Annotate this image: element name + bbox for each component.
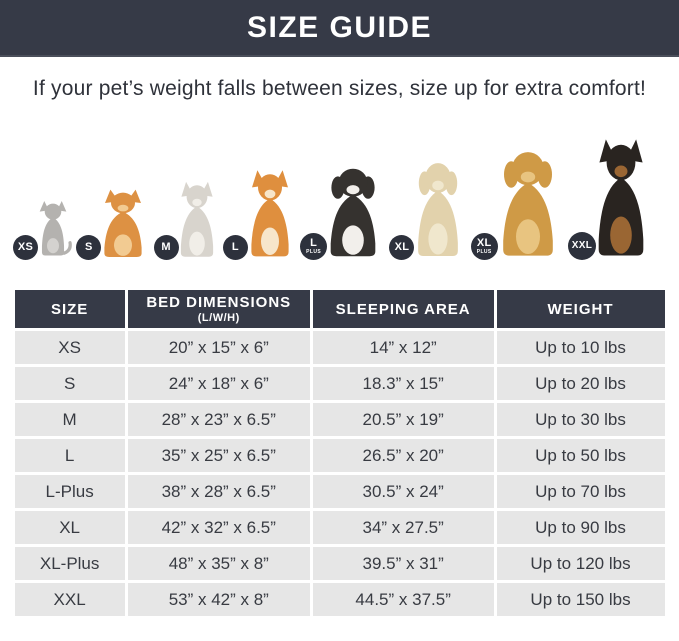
- size-cell: XL: [14, 511, 125, 544]
- sleeping-area-cell: 18.3” x 15”: [312, 367, 494, 400]
- size-badge-label: S: [84, 241, 93, 253]
- sleeping-area-cell: 26.5” x 20”: [312, 439, 494, 472]
- size-cell: L: [14, 439, 125, 472]
- col-header-sleeping-area: SLEEPING AREA: [312, 290, 494, 328]
- size-badge-label: XL: [476, 237, 492, 249]
- bed-dimensions-cell: 24” x 18” x 6”: [127, 367, 310, 400]
- pet-photo-doberman: [598, 139, 644, 256]
- size-cell: S: [14, 367, 125, 400]
- col-header-size-label: SIZE: [50, 300, 89, 318]
- size-cell: XS: [14, 331, 125, 364]
- size-table-head: SIZE BED DIMENSIONS (L/W/H) SLEEPING ARE…: [14, 290, 665, 328]
- pet-xs: XS: [13, 197, 76, 260]
- col-header-weight: WEIGHT: [496, 290, 665, 328]
- pet-l: L: [222, 167, 300, 260]
- bed-dimensions-cell: 38” x 28” x 6.5”: [127, 475, 310, 508]
- bed-dimensions-cell: 35” x 25” x 6.5”: [127, 439, 310, 472]
- pet-photo-labrador: [418, 163, 459, 257]
- table-row: L 35” x 25” x 6.5” 26.5” x 20” Up to 50 lbs: [14, 439, 665, 472]
- size-badge-xl-plus: XL PLUS: [470, 233, 498, 260]
- pet-photo-cat: [39, 200, 72, 256]
- size-badge-l-plus: L PLUS: [300, 233, 328, 260]
- table-row: L-Plus 38” x 28” x 6.5” 30.5” x 24” Up to 7…: [14, 475, 665, 508]
- pet-photo-pomeranian: [104, 189, 142, 257]
- weight-cell: Up to 150 lbs: [496, 583, 665, 616]
- table-header-row: SIZE BED DIMENSIONS (L/W/H) SLEEPING ARE…: [14, 290, 665, 328]
- title-band: SIZE GUIDE: [0, 0, 679, 57]
- sleeping-area-cell: 34” x 27.5”: [312, 511, 494, 544]
- sleeping-area-cell: 39.5” x 31”: [312, 547, 494, 580]
- pet-xxl: XXL: [567, 135, 657, 260]
- size-badge-m: M: [153, 235, 179, 260]
- size-cell: XXL: [14, 583, 125, 616]
- weight-cell: Up to 10 lbs: [496, 331, 665, 364]
- col-header-weight-label: WEIGHT: [547, 300, 614, 318]
- size-badge-label: XS: [17, 241, 34, 253]
- size-cell: M: [14, 403, 125, 436]
- sleeping-area-cell: 44.5” x 37.5”: [312, 583, 494, 616]
- bed-dimensions-cell: 42” x 32” x 6.5”: [127, 511, 310, 544]
- table-row: XS 20” x 15” x 6” 14” x 12” Up to 10 lbs: [14, 331, 665, 364]
- weight-cell: Up to 90 lbs: [496, 511, 665, 544]
- size-badge-label: XXL: [571, 240, 593, 251]
- col-header-sleeping-area-label: SLEEPING AREA: [335, 300, 471, 318]
- pet-xl-plus: XL PLUS: [470, 143, 568, 260]
- pet-l-plus: L PLUS: [300, 161, 389, 260]
- weight-cell: Up to 120 lbs: [496, 547, 665, 580]
- size-badge-label: XL: [394, 241, 410, 253]
- size-badge-label: M: [161, 241, 171, 253]
- pet-xl: XL: [389, 155, 470, 260]
- weight-cell: Up to 30 lbs: [496, 403, 665, 436]
- col-header-bed-dimensions: BED DIMENSIONS (L/W/H): [127, 290, 310, 328]
- size-badge-sublabel: PLUS: [306, 249, 322, 255]
- bed-dimensions-cell: 28” x 23” x 6.5”: [127, 403, 310, 436]
- bed-dimensions-cell: 20” x 15” x 6”: [127, 331, 310, 364]
- table-row: S 24” x 18” x 6” 18.3” x 15” Up to 20 lbs: [14, 367, 665, 400]
- weight-cell: Up to 50 lbs: [496, 439, 665, 472]
- size-badge-label: L: [310, 237, 318, 249]
- bed-dimensions-cell: 53” x 42” x 8”: [127, 583, 310, 616]
- table-row: XL 42” x 32” x 6.5” 34” x 27.5” Up to 90 lb…: [14, 511, 665, 544]
- weight-cell: Up to 70 lbs: [496, 475, 665, 508]
- size-badge-xl: XL: [389, 235, 415, 260]
- sleeping-area-cell: 14” x 12”: [312, 331, 494, 364]
- pet-photo-french-bulldog: [180, 181, 213, 257]
- pet-size-row: XS S M L L PLUS XL XL PLUS XXL: [0, 115, 679, 263]
- bed-dimensions-cell: 48” x 35” x 8”: [127, 547, 310, 580]
- size-cell: L-Plus: [14, 475, 125, 508]
- size-badge-xs: XS: [13, 235, 38, 260]
- sleeping-area-cell: 30.5” x 24”: [312, 475, 494, 508]
- table-row: XXL 53” x 42” x 8” 44.5” x 37.5” Up to 150 …: [14, 583, 665, 616]
- pet-photo-shiba-inu: [251, 170, 289, 257]
- size-cell: XL-Plus: [14, 547, 125, 580]
- weight-cell: Up to 20 lbs: [496, 367, 665, 400]
- size-table-body: XS 20” x 15” x 6” 14” x 12” Up to 10 lbs S 24…: [14, 331, 665, 616]
- sleeping-area-cell: 20.5” x 19”: [312, 403, 494, 436]
- subtitle-text: If your pet’s weight falls between sizes…: [32, 77, 647, 100]
- page-title: SIZE GUIDE: [246, 10, 433, 44]
- pet-photo-golden-retriever: [502, 152, 553, 256]
- pet-s: S: [76, 187, 153, 260]
- table-row: XL-Plus 48” x 35” x 8” 39.5” x 31” Up to 12…: [14, 547, 665, 580]
- size-table: SIZE BED DIMENSIONS (L/W/H) SLEEPING ARE…: [11, 287, 668, 619]
- size-badge-label: L: [231, 241, 239, 253]
- size-badge-xxl: XXL: [567, 232, 596, 260]
- size-badge-l: L: [222, 235, 248, 260]
- pet-photo-border-collie: [330, 168, 376, 257]
- size-badge-s: S: [76, 235, 102, 260]
- size-badge-sublabel: PLUS: [476, 249, 492, 255]
- col-header-size: SIZE: [14, 290, 125, 328]
- col-header-bed-dimensions-label: BED DIMENSIONS: [146, 294, 292, 311]
- pet-m: M: [153, 179, 223, 260]
- table-row: M 28” x 23” x 6.5” 20.5” x 19” Up to 30 lbs: [14, 403, 665, 436]
- col-header-bed-dimensions-sub: (L/W/H): [197, 312, 240, 324]
